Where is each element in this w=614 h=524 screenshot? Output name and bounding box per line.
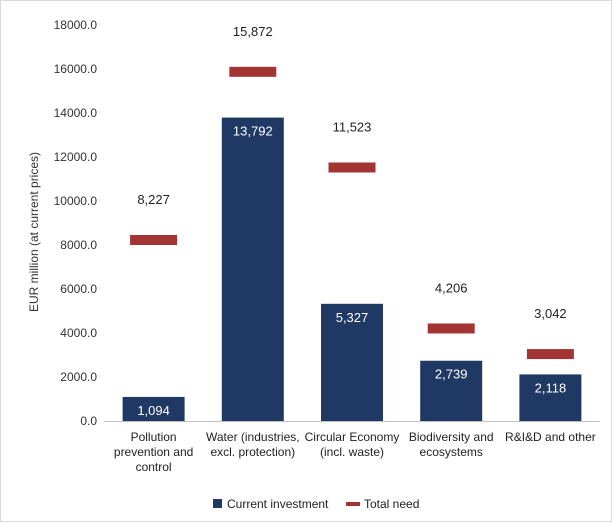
- x-category-label: ecosystems: [420, 445, 483, 459]
- marker-total-need: [130, 235, 178, 246]
- total-need-markers: 8,227 15,872 11,523 4,206 3,042: [130, 24, 574, 360]
- bar-current-investment: [122, 396, 185, 421]
- x-category-label: Pollution: [131, 430, 177, 444]
- bar-value-label: 13,792: [233, 124, 273, 139]
- legend: Current investment Total need: [213, 497, 419, 511]
- y-tick-label: 16000.0: [54, 62, 98, 76]
- x-category-label: Biodiversity and: [409, 430, 494, 444]
- bar-current-investment: [519, 374, 582, 421]
- marker-total-need: [427, 323, 475, 334]
- y-tick-label: 6000.0: [60, 282, 97, 296]
- marker-value-label: 8,227: [137, 192, 170, 207]
- y-tick-label: 2000.0: [60, 370, 97, 384]
- x-category-label: R&I&D and other: [505, 430, 596, 444]
- marker-total-need: [526, 349, 574, 360]
- marker-value-label: 3,042: [534, 306, 567, 321]
- legend-label-current-investment: Current investment: [227, 497, 329, 511]
- marker-value-label: 11,523: [333, 119, 372, 134]
- x-category-label: (incl. waste): [320, 445, 384, 459]
- legend-swatch-current-investment: [213, 499, 222, 508]
- y-axis-title: EUR million (at current prices): [27, 152, 41, 312]
- y-tick-label: 4000.0: [60, 326, 97, 340]
- bar-current-investment: [321, 303, 383, 421]
- marker-total-need: [328, 162, 376, 173]
- bar-value-label: 2,739: [435, 367, 468, 382]
- y-tick-label: 10000.0: [54, 194, 98, 208]
- x-category-label: excl. protection): [210, 445, 295, 459]
- marker-total-need: [229, 66, 277, 77]
- x-category-label: prevention and: [114, 445, 193, 459]
- marker-value-label: 15,872: [233, 24, 273, 39]
- bar-value-label: 1,094: [137, 403, 170, 418]
- legend-label-total-need: Total need: [364, 497, 419, 511]
- y-tick-label: 8000.0: [60, 238, 97, 252]
- x-category-label: Circular Economy: [305, 430, 400, 444]
- bar-value-label: 2,118: [535, 380, 567, 395]
- bars-group: 1,094 13,792 5,327 2,739 2,118: [122, 117, 582, 422]
- y-tick-label: 18000.0: [54, 18, 98, 32]
- y-axis-ticks: 0.0 2000.0 4000.0 6000.0 8000.0 10000.0 12000.…: [54, 18, 98, 428]
- legend-swatch-total-need: [346, 502, 360, 506]
- bar-value-label: 5,327: [336, 310, 369, 325]
- bar-current-investment: [221, 117, 284, 422]
- marker-value-label: 4,206: [435, 280, 468, 295]
- y-tick-label: 14000.0: [54, 106, 98, 120]
- y-tick-label: 0.0: [80, 414, 97, 428]
- y-tick-label: 12000.0: [54, 150, 98, 164]
- x-category-label: control: [136, 460, 172, 474]
- bar-current-investment: [420, 360, 483, 421]
- x-category-label: Water (industries,: [206, 430, 300, 444]
